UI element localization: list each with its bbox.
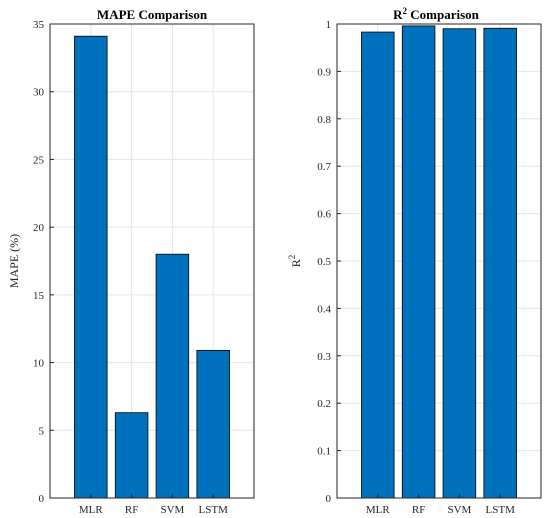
mape-bars	[74, 35, 230, 499]
r2-chart-title: R2 Comparison	[393, 6, 480, 22]
r2-x-ticks: MLR RF SVM LSTM	[366, 494, 515, 516]
r2-y-tick-label: 0.7	[317, 161, 331, 173]
r2-x-tick-label-svm: SVM	[447, 504, 471, 516]
r2-bar-mlr	[361, 31, 395, 499]
r2-bar-lstm	[483, 27, 517, 499]
r2-bar-rf	[401, 25, 436, 499]
mape-y-axis-label: MAPE (%)	[7, 234, 21, 288]
r2-x-tick-label-rf: RF	[412, 504, 425, 516]
r2-x-tick-label-lstm: LSTM	[486, 504, 516, 516]
mape-y-tick-label: 30	[33, 87, 45, 99]
mape-y-tick-label: 0	[39, 493, 45, 505]
r2-y-tick-label: 0.3	[317, 351, 331, 363]
r2-y-ticks: 0 0.1 0.2 0.3 0.4 0.5 0.6 0.7 0.8 0.9 1	[317, 19, 341, 505]
r2-bars	[361, 25, 517, 499]
mape-y-tick-label: 35	[33, 19, 45, 31]
r2-y-tick-label: 0.6	[317, 209, 331, 221]
r2-x-tick-label-mlr: MLR	[366, 504, 391, 516]
mape-bar-lstm	[196, 349, 230, 499]
r2-y-tick-label: 0	[326, 493, 332, 505]
r2-ylabel-main: R	[289, 259, 303, 267]
mape-x-tick-label-lstm: LSTM	[199, 504, 229, 516]
r2-y-tick-label: 0.8	[317, 114, 331, 126]
r2-y-tick-label: 0.5	[317, 256, 331, 268]
r2-y-tick-label: 0.2	[317, 398, 331, 410]
r2-y-tick-label: 0.1	[317, 446, 331, 458]
mape-y-ticks: 0 5 10 15 20 25 30 35	[33, 19, 54, 505]
r2-title-main: R	[393, 7, 403, 22]
mape-x-tick-label-svm: SVM	[160, 504, 184, 516]
r2-panel: 0 0.1 0.2 0.3 0.4 0.5 0.6 0.7 0.8 0.9 1 MLR RF SVM LS…	[287, 6, 542, 516]
mape-axes-box	[49, 23, 255, 499]
mape-chart-title: MAPE Comparison	[97, 7, 208, 22]
r2-bar-svm	[442, 28, 477, 499]
mape-x-tick-label-rf: RF	[125, 504, 138, 516]
r2-y-tick-label: 0.4	[317, 303, 331, 315]
r2-title-superscript: 2	[403, 6, 408, 16]
mape-bar-rf	[114, 412, 149, 499]
mape-title-main: MAPE Comparison	[97, 7, 208, 22]
mape-y-tick-label: 10	[33, 358, 45, 370]
r2-y-tick-label: 0.9	[317, 66, 331, 78]
r2-title-suffix: Comparison	[407, 7, 480, 22]
mape-y-tick-label: 5	[39, 425, 45, 437]
mape-y-tick-label: 15	[33, 290, 45, 302]
mape-x-ticks: MLR RF SVM LSTM	[79, 494, 228, 516]
r2-y-tick-label: 1	[326, 19, 332, 31]
r2-ylabel-superscript: 2	[287, 255, 297, 260]
mape-bar-svm	[155, 253, 190, 499]
mape-bar-mlr	[74, 35, 108, 499]
mape-y-tick-label: 25	[33, 154, 45, 166]
mape-panel: 0 5 10 15 20 25 30 35 MLR RF SVM LSTM MAPE Compari…	[7, 7, 255, 516]
r2-y-axis-label: R2	[287, 255, 303, 268]
mape-y-tick-label: 20	[33, 222, 45, 234]
mape-x-tick-label-mlr: MLR	[79, 504, 104, 516]
